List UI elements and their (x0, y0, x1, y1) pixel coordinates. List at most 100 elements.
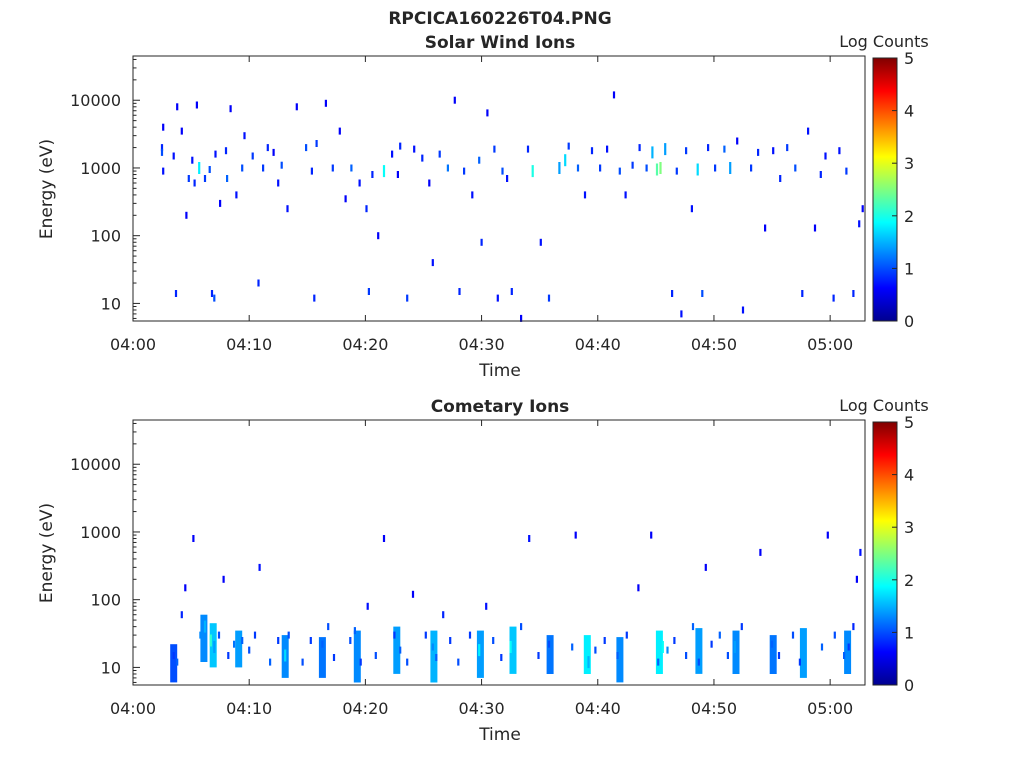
solar-wind-axes: 04:00 04:10 04:20 04:30 04:40 04:50 05:00 10 100… (70, 56, 853, 354)
cometary-count-cell (770, 640, 774, 648)
cometary-count-band (235, 630, 243, 668)
cometary-colorbar (872, 421, 898, 686)
solar-wind-count-cell (310, 167, 313, 175)
solar-wind-cbar-tick-label: 1 (904, 259, 914, 278)
solar-wind-colorbar-label: Log Counts (839, 32, 929, 51)
cometary-count-band (509, 626, 517, 674)
cometary-cbar-tick-label: 0 (904, 676, 914, 695)
cometary-count-cell (203, 620, 207, 633)
solar-wind-xtick-label: 05:00 (807, 335, 853, 354)
cometary-count-cell (855, 575, 858, 583)
cometary-count-cell (528, 535, 531, 542)
solar-wind-cbar-tick-label: 4 (904, 102, 914, 121)
solar-wind-count-cell (496, 294, 499, 302)
solar-wind-count-cell (838, 147, 841, 155)
solar-wind-count-cell (471, 191, 474, 199)
solar-wind-count-cell (714, 164, 717, 172)
cometary-count-cell (661, 641, 664, 653)
solar-wind-xlabel: Time (478, 361, 521, 381)
solar-wind-count-cell (558, 162, 561, 174)
cometary-count-cell (227, 652, 230, 659)
solar-wind-count-cell (219, 199, 222, 207)
solar-wind-count-cell (480, 238, 483, 246)
solar-wind-count-cell (664, 143, 667, 156)
cometary-count-cell (733, 641, 736, 653)
solar-wind-xtick-label: 04:30 (459, 335, 505, 354)
solar-wind-ytick-label: 10000 (70, 91, 121, 110)
solar-wind-count-cell (520, 314, 523, 322)
solar-wind-count-cell (413, 145, 416, 153)
cometary-count-cell (740, 623, 743, 631)
solar-wind-count-cell (277, 179, 280, 187)
solar-wind-count-cell (675, 167, 678, 175)
solar-wind-count-cell (191, 156, 194, 164)
solar-wind-count-cell (428, 179, 431, 187)
cometary-count-cell (852, 623, 855, 631)
solar-wind-count-cell (214, 150, 217, 158)
cometary-count-cell (199, 631, 202, 639)
solar-wind-count-cell (772, 147, 775, 155)
solar-wind-count-cell (350, 164, 353, 172)
cometary-title: Cometary Ions (431, 397, 570, 417)
cometary-count-band (844, 630, 852, 674)
solar-wind-count-cell (176, 103, 179, 111)
solar-wind-count-cell (438, 150, 441, 158)
solar-wind-count-cell (391, 150, 394, 158)
cometary-count-cell (184, 584, 187, 592)
solar-wind-count-cell (612, 91, 616, 99)
solar-wind-count-cell (707, 144, 710, 152)
cometary-ytick-label: 100 (90, 591, 121, 610)
solar-wind-count-cell (861, 205, 864, 213)
solar-wind-xtick-label: 04:50 (691, 335, 737, 354)
solar-wind-count-cell (813, 224, 817, 232)
cometary-count-cell (399, 646, 402, 654)
cometary-count-cell (332, 654, 336, 661)
solar-wind-count-cell (382, 165, 386, 178)
cometary-xtick-label: 04:20 (342, 699, 388, 718)
cometary-colorbar-label: Log Counts (839, 396, 929, 415)
cometary-count-cell (625, 631, 628, 639)
cometary-ytick-label: 10 (101, 658, 121, 677)
cometary-ylabel: Energy (eV) (37, 503, 57, 603)
cometary-count-cell (449, 637, 452, 644)
cometary-cbar-tick-label: 4 (904, 466, 914, 485)
solar-wind-count-cell (185, 211, 188, 219)
cometary-count-cell (233, 640, 236, 648)
cometary-count-cell (301, 658, 304, 666)
solar-wind-count-cell (690, 205, 693, 213)
cometary-count-band (546, 635, 554, 674)
solar-wind-count-cell (174, 290, 178, 297)
cometary-xtick-label: 04:30 (459, 699, 505, 718)
solar-wind-cbar-tick-label: 0 (904, 312, 914, 331)
solar-wind-count-cell (365, 205, 368, 213)
cometary-count-cell (287, 631, 290, 639)
cometary-count-cell (843, 652, 846, 659)
solar-wind-count-cell (315, 140, 318, 147)
solar-wind-count-cell (305, 144, 308, 152)
solar-wind-count-cell (618, 167, 621, 175)
solar-wind-count-cell (266, 144, 269, 152)
solar-wind-count-cell (377, 232, 380, 240)
solar-wind-count-cell (819, 171, 822, 178)
solar-wind-count-cell (226, 175, 229, 182)
solar-wind-count-cell (493, 145, 496, 153)
cometary-count-cell (509, 641, 512, 653)
solar-wind-count-cell (590, 147, 594, 155)
solar-wind-count-cell (367, 288, 370, 295)
cometary-count-cell (468, 631, 472, 639)
solar-wind-count-cell (858, 220, 861, 228)
cometary-count-cell (798, 658, 801, 666)
cometary-count-cell (411, 590, 415, 598)
cometary-count-cell (192, 535, 195, 542)
solar-wind-count-cell (208, 166, 211, 173)
solar-wind-count-cell (729, 162, 732, 174)
cometary-count-cell (393, 631, 396, 639)
cometary-count-cell (759, 548, 762, 556)
solar-wind-title: Solar Wind Ions (425, 33, 576, 53)
solar-wind-panel: Solar Wind Ions 04:00 04:10 04:20 04:30 04:4… (37, 32, 929, 381)
solar-wind-count-cell (583, 191, 587, 199)
cometary-count-cell (353, 627, 356, 635)
solar-wind-count-cell (506, 175, 509, 182)
solar-wind-count-cell (564, 154, 567, 167)
cometary-count-cell (442, 611, 445, 619)
